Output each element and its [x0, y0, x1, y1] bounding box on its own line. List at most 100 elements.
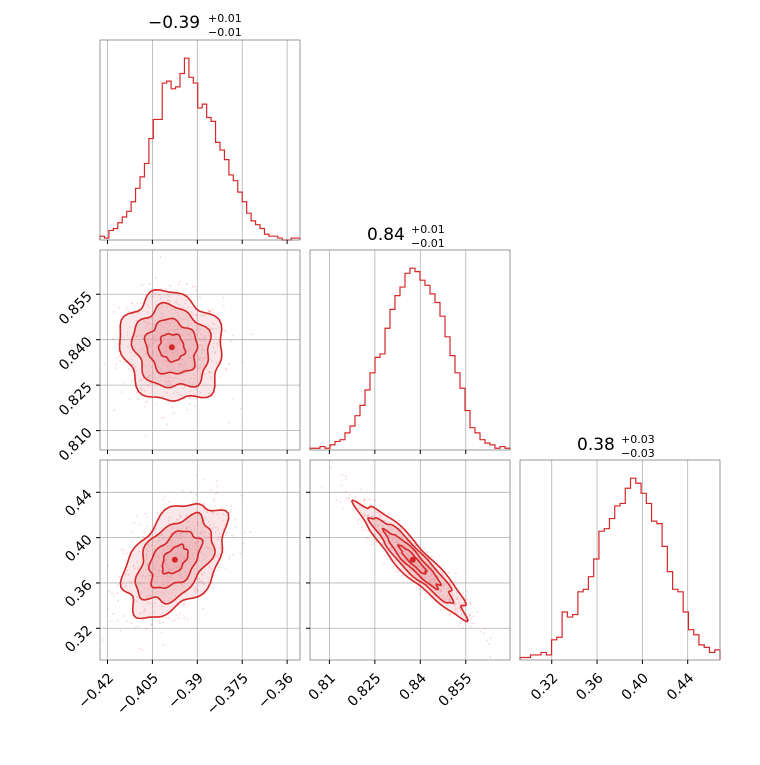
sample-point — [173, 619, 176, 622]
sample-point — [175, 518, 178, 521]
sample-point — [378, 523, 381, 525]
sample-point — [112, 337, 114, 340]
sample-point — [199, 344, 202, 346]
sample-point — [147, 550, 150, 553]
sample-point — [138, 550, 141, 553]
x-tick-label: −0.39 — [165, 670, 207, 712]
sample-point — [166, 355, 169, 358]
sample-point — [168, 568, 171, 571]
sample-point — [193, 558, 196, 561]
density-contours — [119, 502, 230, 620]
sample-point — [146, 303, 149, 306]
sample-point — [138, 523, 141, 526]
sample-point — [203, 337, 206, 339]
sample-point — [161, 314, 164, 317]
sample-point — [152, 591, 155, 593]
sample-point — [148, 369, 151, 372]
density-peak — [409, 556, 416, 563]
sample-point — [155, 354, 158, 357]
sample-point — [381, 524, 384, 527]
sample-point — [388, 534, 391, 537]
sample-point — [127, 574, 130, 576]
sample-point — [199, 333, 202, 336]
sample-point — [173, 308, 175, 311]
sample-point — [181, 548, 184, 551]
sample-point — [177, 313, 180, 316]
sample-point — [141, 284, 143, 286]
sample-point — [114, 367, 117, 369]
sample-point — [147, 322, 150, 324]
sample-point — [206, 511, 208, 514]
sample-point — [143, 597, 145, 600]
sample-point — [193, 567, 196, 570]
sample-point — [211, 581, 214, 584]
sample-point — [184, 340, 187, 342]
title-upper-error: +0.01 — [208, 12, 242, 25]
sample-point — [168, 382, 171, 384]
sample-point — [144, 587, 146, 590]
sample-point — [442, 595, 445, 598]
sample-point — [416, 564, 418, 566]
sample-point — [186, 333, 189, 335]
sample-point — [193, 542, 196, 545]
sample-point — [402, 557, 405, 560]
sample-point — [391, 528, 394, 530]
sample-point — [452, 595, 454, 597]
sample-point — [164, 560, 167, 562]
sample-point — [166, 563, 169, 566]
sample-point — [176, 328, 179, 331]
sample-point — [194, 548, 197, 551]
sample-point — [444, 599, 447, 601]
title-lower-error: −0.01 — [208, 26, 242, 39]
sample-point — [160, 378, 162, 381]
sample-point — [186, 513, 189, 515]
y-tick-label: 0.40 — [62, 532, 95, 565]
y-tick-label: 0.825 — [56, 379, 96, 419]
sample-point — [417, 562, 419, 565]
sample-point — [162, 575, 165, 578]
sample-point — [214, 505, 216, 507]
sample-point — [182, 556, 184, 559]
sample-point — [123, 338, 125, 341]
sample-point — [150, 623, 153, 626]
sample-point — [193, 589, 196, 592]
sample-point — [411, 569, 413, 572]
sample-point — [132, 580, 135, 583]
sample-point — [126, 331, 129, 334]
sample-point — [202, 502, 205, 505]
sample-point — [440, 589, 442, 592]
y-tick-label: 0.36 — [62, 577, 95, 610]
density-peak — [168, 344, 175, 351]
sample-point — [173, 336, 176, 339]
sample-point — [137, 567, 139, 569]
sample-point — [204, 516, 207, 519]
sample-point — [205, 555, 207, 558]
sample-point — [182, 372, 185, 375]
sample-point — [135, 596, 138, 599]
sample-point — [133, 522, 136, 525]
sample-point — [155, 554, 157, 557]
sample-point — [190, 332, 192, 335]
panel-frame — [309, 249, 511, 451]
sample-point — [187, 603, 190, 606]
sample-point — [194, 394, 197, 396]
sample-point — [124, 572, 127, 575]
sample-point — [427, 567, 430, 570]
sample-point — [132, 363, 135, 366]
sample-point — [184, 592, 187, 594]
contour-level — [350, 499, 469, 623]
sample-point — [137, 398, 139, 401]
sample-point — [416, 563, 419, 565]
sample-point — [151, 351, 154, 354]
sample-point — [167, 617, 170, 620]
sample-point — [209, 524, 211, 527]
sample-point — [164, 379, 166, 382]
sample-point — [396, 539, 399, 542]
sample-point — [144, 435, 147, 438]
sample-point — [216, 526, 219, 529]
sample-point — [447, 587, 449, 590]
sample-point — [202, 314, 205, 317]
sample-point — [218, 360, 220, 363]
sample-point — [161, 579, 163, 581]
sample-point — [195, 365, 198, 368]
